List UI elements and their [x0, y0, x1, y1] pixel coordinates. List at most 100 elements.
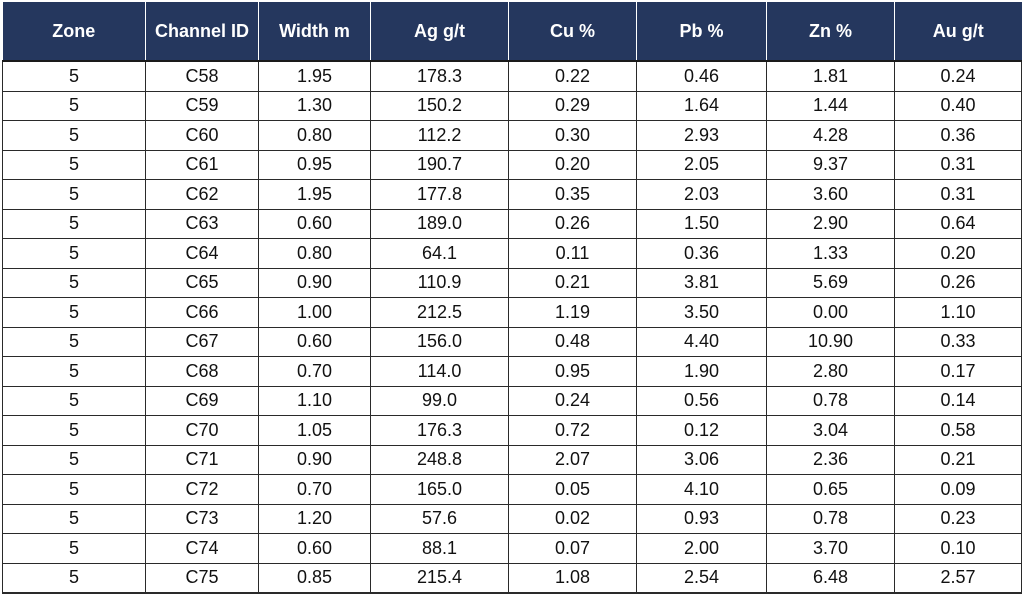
cu-cell: 0.11: [508, 238, 637, 269]
table-row: 5 C62 1.95 177.8 0.35 2.03 3.60 0.31: [2, 179, 1022, 210]
channel-id-cell: C65: [145, 267, 259, 298]
cu-cell: 0.95: [508, 356, 637, 387]
channel-id-cell: C70: [145, 415, 259, 446]
zone-cell: 5: [2, 326, 146, 357]
cu-cell: 0.30: [508, 120, 637, 151]
table-row: 5 C67 0.60 156.0 0.48 4.40 10.90 0.33: [2, 326, 1022, 357]
zone-cell: 5: [2, 356, 146, 387]
table-row: 5 C72 0.70 165.0 0.05 4.10 0.65 0.09: [2, 474, 1022, 505]
au-cell: 0.64: [894, 208, 1022, 239]
ag-cell: 88.1: [370, 533, 509, 564]
column-header-zn: Zn %: [766, 2, 895, 62]
ag-cell: 99.0: [370, 385, 509, 416]
zone-cell: 5: [2, 444, 146, 475]
ag-cell: 176.3: [370, 415, 509, 446]
pb-cell: 0.56: [636, 385, 767, 416]
cu-cell: 0.02: [508, 503, 637, 534]
au-cell: 0.31: [894, 179, 1022, 210]
pb-cell: 3.06: [636, 444, 767, 475]
column-header-zone: Zone: [2, 2, 146, 62]
cu-cell: 1.08: [508, 562, 637, 594]
channel-id-cell: C64: [145, 238, 259, 269]
table-body: 5 C58 1.95 178.3 0.22 0.46 1.81 0.24 5 C59 1.30 150…: [2, 60, 1022, 594]
au-cell: 0.31: [894, 149, 1022, 180]
au-cell: 0.17: [894, 356, 1022, 387]
column-header-pb: Pb %: [636, 2, 767, 62]
width-cell: 0.95: [258, 149, 371, 180]
ag-cell: 178.3: [370, 60, 509, 92]
cu-cell: 0.24: [508, 385, 637, 416]
au-cell: 0.33: [894, 326, 1022, 357]
width-cell: 0.60: [258, 326, 371, 357]
zone-cell: 5: [2, 90, 146, 121]
au-cell: 0.10: [894, 533, 1022, 564]
au-cell: 0.14: [894, 385, 1022, 416]
zone-cell: 5: [2, 297, 146, 328]
channel-id-cell: C75: [145, 562, 259, 594]
zone-cell: 5: [2, 267, 146, 298]
pb-cell: 3.50: [636, 297, 767, 328]
table-row: 5 C68 0.70 114.0 0.95 1.90 2.80 0.17: [2, 356, 1022, 387]
column-header-channel-id: Channel ID: [145, 2, 259, 62]
pb-cell: 2.03: [636, 179, 767, 210]
zn-cell: 5.69: [766, 267, 895, 298]
zn-cell: 2.90: [766, 208, 895, 239]
column-header-ag: Ag g/t: [370, 2, 509, 62]
header-row: Zone Channel ID Width m Ag g/t Cu % Pb %…: [2, 2, 1022, 62]
width-cell: 1.20: [258, 503, 371, 534]
cu-cell: 0.48: [508, 326, 637, 357]
au-cell: 2.57: [894, 562, 1022, 594]
zone-cell: 5: [2, 503, 146, 534]
zn-cell: 0.65: [766, 474, 895, 505]
zn-cell: 0.78: [766, 385, 895, 416]
au-cell: 0.26: [894, 267, 1022, 298]
zn-cell: 3.04: [766, 415, 895, 446]
table-row: 5 C64 0.80 64.1 0.11 0.36 1.33 0.20: [2, 238, 1022, 269]
width-cell: 0.80: [258, 238, 371, 269]
cu-cell: 0.05: [508, 474, 637, 505]
ag-cell: 215.4: [370, 562, 509, 594]
table-row: 5 C75 0.85 215.4 1.08 2.54 6.48 2.57: [2, 562, 1022, 594]
width-cell: 1.95: [258, 179, 371, 210]
cu-cell: 0.21: [508, 267, 637, 298]
zone-cell: 5: [2, 208, 146, 239]
ag-cell: 112.2: [370, 120, 509, 151]
pb-cell: 0.93: [636, 503, 767, 534]
pb-cell: 1.90: [636, 356, 767, 387]
au-cell: 0.58: [894, 415, 1022, 446]
channel-id-cell: C68: [145, 356, 259, 387]
table-row: 5 C63 0.60 189.0 0.26 1.50 2.90 0.64: [2, 208, 1022, 239]
zn-cell: 2.36: [766, 444, 895, 475]
au-cell: 0.24: [894, 60, 1022, 92]
zone-cell: 5: [2, 562, 146, 594]
channel-id-cell: C60: [145, 120, 259, 151]
zn-cell: 3.60: [766, 179, 895, 210]
zn-cell: 6.48: [766, 562, 895, 594]
width-cell: 0.85: [258, 562, 371, 594]
width-cell: 0.90: [258, 267, 371, 298]
zone-cell: 5: [2, 120, 146, 151]
pb-cell: 2.93: [636, 120, 767, 151]
width-cell: 1.95: [258, 60, 371, 92]
table-row: 5 C65 0.90 110.9 0.21 3.81 5.69 0.26: [2, 267, 1022, 298]
width-cell: 0.70: [258, 474, 371, 505]
table-row: 5 C73 1.20 57.6 0.02 0.93 0.78 0.23: [2, 503, 1022, 534]
table-row: 5 C61 0.95 190.7 0.20 2.05 9.37 0.31: [2, 149, 1022, 180]
ag-cell: 57.6: [370, 503, 509, 534]
width-cell: 0.70: [258, 356, 371, 387]
ag-cell: 150.2: [370, 90, 509, 121]
channel-id-cell: C61: [145, 149, 259, 180]
pb-cell: 2.54: [636, 562, 767, 594]
ag-cell: 248.8: [370, 444, 509, 475]
ag-cell: 64.1: [370, 238, 509, 269]
pb-cell: 2.05: [636, 149, 767, 180]
zn-cell: 9.37: [766, 149, 895, 180]
zn-cell: 0.78: [766, 503, 895, 534]
cu-cell: 0.20: [508, 149, 637, 180]
channel-id-cell: C69: [145, 385, 259, 416]
zn-cell: 0.00: [766, 297, 895, 328]
au-cell: 0.09: [894, 474, 1022, 505]
zn-cell: 1.33: [766, 238, 895, 269]
pb-cell: 4.10: [636, 474, 767, 505]
zone-cell: 5: [2, 474, 146, 505]
